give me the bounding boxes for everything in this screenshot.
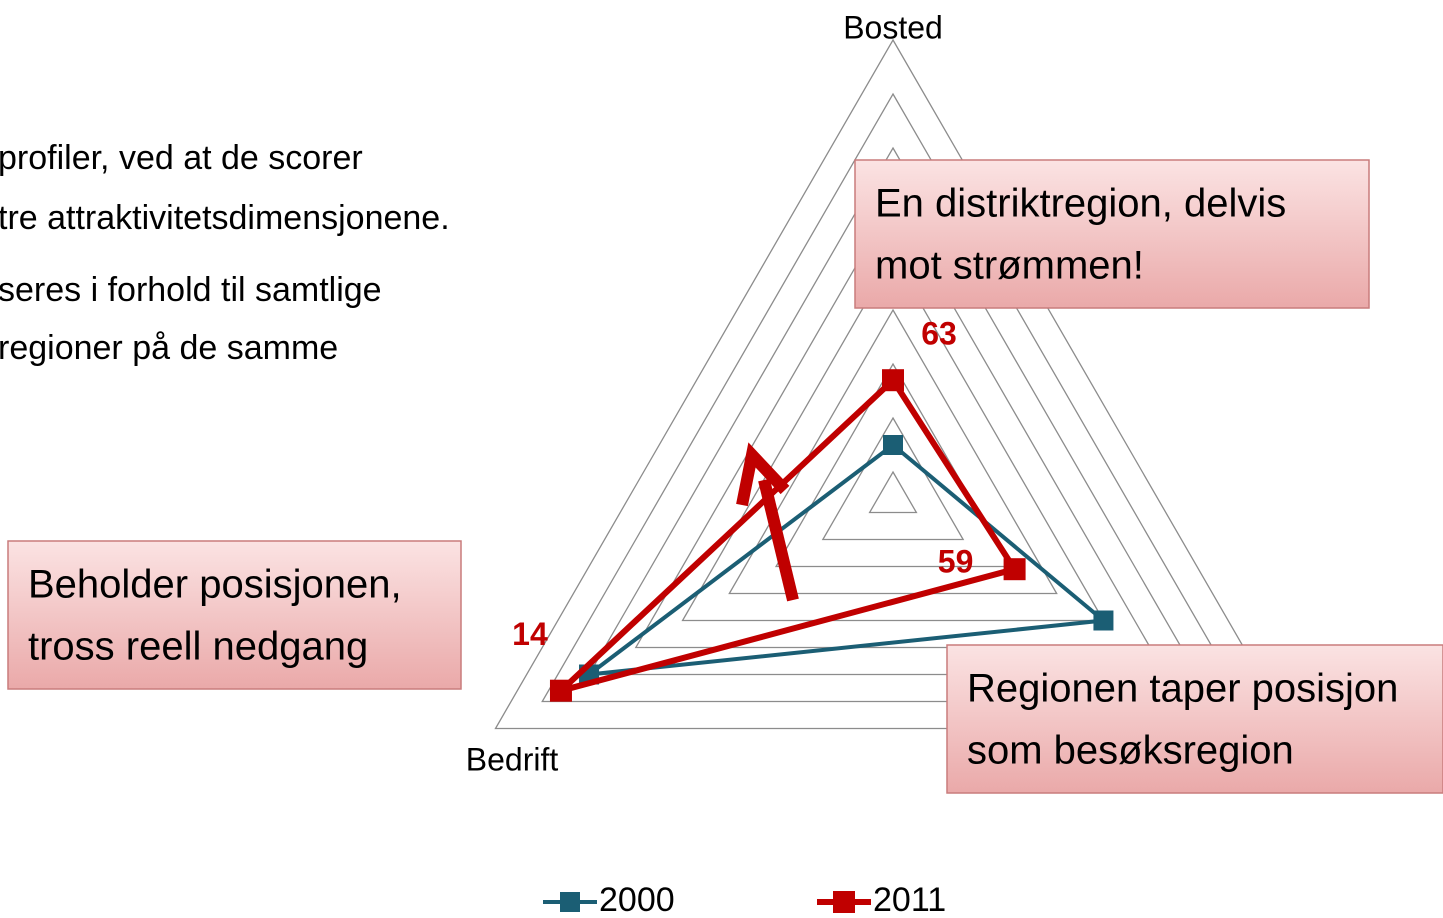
grid-ring [868, 470, 918, 514]
marker [1003, 558, 1026, 581]
legend-text: 2011 [873, 881, 946, 918]
callout-text: mot strømmen! [875, 244, 1144, 288]
arrow-head [736, 442, 790, 507]
axis-label: Bedrift [466, 741, 559, 777]
body-text: profiler, ved at de scorer tre attraktivi… [0, 139, 450, 367]
callout-box [946, 644, 1443, 794]
legend-marker [560, 892, 580, 912]
grid-ring [774, 362, 1012, 568]
callout-text: Regionen taper posisjon [967, 667, 1398, 711]
body-line: profiler, ved at de scorer [0, 139, 363, 177]
body-line: regioner på de samme [0, 329, 338, 367]
grid-ring [821, 416, 965, 541]
legend-text: 2000 [599, 881, 675, 918]
legend: 2000 2011 [543, 881, 946, 918]
marker [882, 369, 904, 392]
data-label: 59 [938, 544, 974, 580]
series-line [587, 443, 1106, 677]
marker [1093, 610, 1114, 631]
body-line: tre attraktivitetsdimensjonene. [0, 199, 450, 237]
series-line [557, 377, 1018, 694]
callout-text: En distriktregion, delvis [875, 182, 1286, 226]
data-label: 63 [921, 316, 957, 352]
grid-ring [728, 308, 1058, 595]
grid-ring [587, 146, 1199, 676]
body-line: seres i forhold til samtlige [0, 271, 382, 309]
grid-ring [634, 200, 1152, 649]
marker [883, 435, 903, 455]
arrow-shaft [758, 478, 799, 602]
radar-grid: Bosted Bedrift [466, 9, 1292, 777]
legend-marker [833, 891, 855, 913]
callout-box [7, 540, 462, 690]
callout-text: tross reell nedgang [28, 625, 368, 669]
axis-label: Bosted [843, 9, 943, 45]
grid-ring [494, 38, 1292, 730]
callout-text: som besøksregion [967, 729, 1294, 773]
callouts: En distriktregion, delvis mot strømmen! Be… [7, 159, 1443, 794]
data-label: 14 [512, 616, 548, 652]
callout-box [854, 159, 1370, 309]
marker [549, 679, 572, 702]
series-layer: 63 59 14 [512, 316, 1114, 702]
grid-ring [681, 254, 1105, 622]
callout-text: Beholder posisjonen, [28, 563, 402, 607]
grid-ring [541, 92, 1245, 703]
